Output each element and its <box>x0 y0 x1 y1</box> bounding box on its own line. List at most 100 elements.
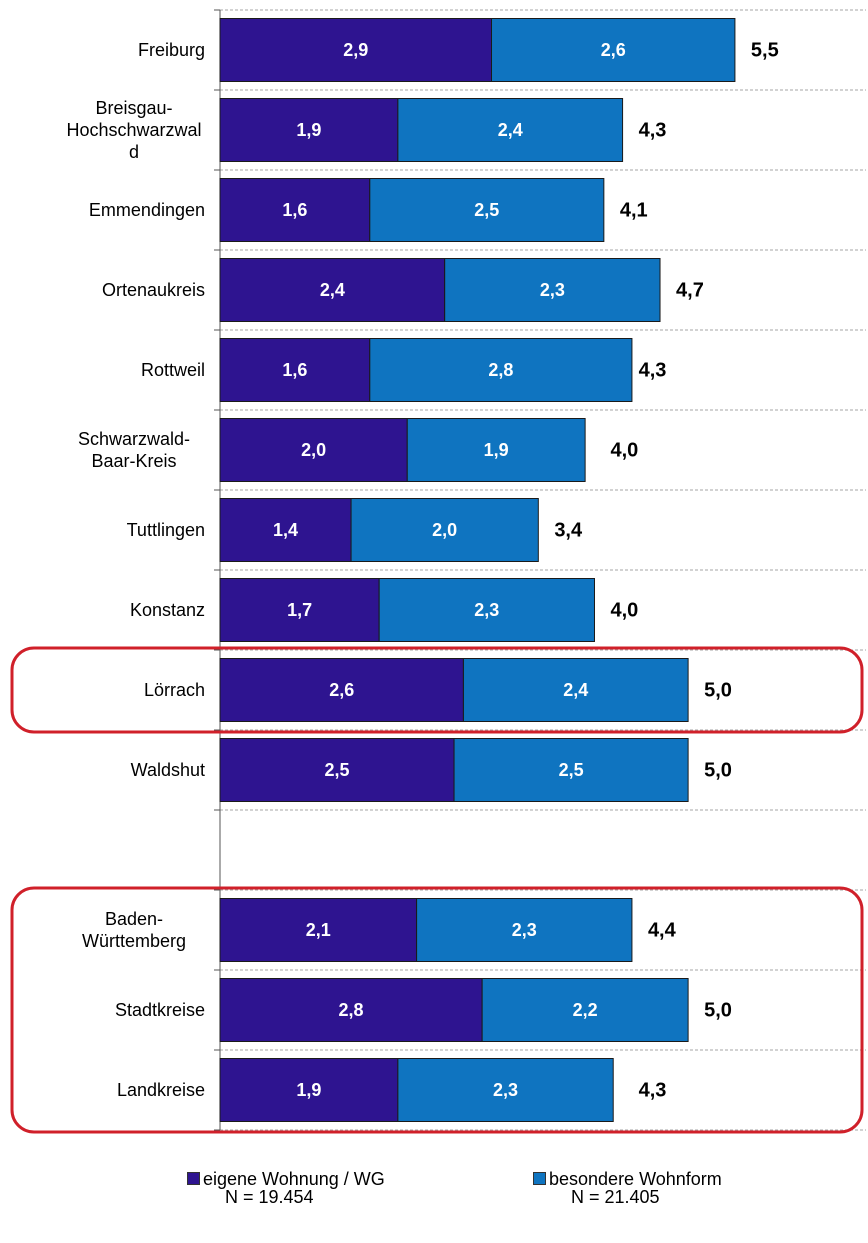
value-label: 2,3 <box>540 280 565 300</box>
value-label: 2,4 <box>320 280 345 300</box>
bar-segment <box>219 18 493 82</box>
total-label: 5,0 <box>704 759 732 781</box>
value-label: 1,6 <box>282 200 307 220</box>
value-label: 1,6 <box>282 360 307 380</box>
y-tick-label-text: Waldshut <box>130 760 205 780</box>
y-tick-label: Freiburg <box>0 10 205 90</box>
y-tick-label: Breisgau-Hochschwarzwald <box>0 90 205 170</box>
y-tick-label: Landkreise <box>0 1050 205 1130</box>
y-tick-label: Konstanz <box>0 570 205 650</box>
bar-segment <box>219 578 380 642</box>
total-label: 4,3 <box>639 119 667 141</box>
bar-segment <box>378 578 595 642</box>
bar-segment <box>219 258 446 322</box>
value-label: 2,5 <box>559 760 584 780</box>
highlight-box <box>10 886 864 1134</box>
y-tick-label: Tuttlingen <box>0 490 205 570</box>
bar-segment <box>219 98 399 162</box>
value-label: 2,5 <box>474 200 499 220</box>
value-label: 1,9 <box>484 440 509 460</box>
y-tick-label-text: Baden-Württemberg <box>81 909 187 951</box>
bar-segment <box>219 498 352 562</box>
legend-note: N = 21.405 <box>571 1187 660 1207</box>
bar-segment <box>219 1058 399 1122</box>
y-tick-label-text: Rottweil <box>140 360 205 380</box>
bar-segment <box>481 978 689 1042</box>
bar-segment <box>350 498 539 562</box>
value-label: 1,9 <box>296 1080 321 1100</box>
y-tick-label-text: Tuttlingen <box>126 520 205 540</box>
value-label: 2,0 <box>432 520 457 540</box>
total-label: 4,3 <box>639 1079 667 1101</box>
value-label: 2,4 <box>498 120 523 140</box>
total-label: 4,0 <box>610 599 638 621</box>
bar-segment <box>444 258 661 322</box>
y-tick-label-text: Breisgau-Hochschwarzwald <box>66 98 202 162</box>
bar-segment <box>219 898 418 962</box>
y-tick-label: Lörrach <box>0 650 205 730</box>
total-label: 4,3 <box>639 359 667 381</box>
value-label: 2,4 <box>563 680 588 700</box>
bar-segment <box>406 418 586 482</box>
value-label: 2,5 <box>325 760 350 780</box>
value-label: 1,4 <box>273 520 298 540</box>
value-label: 2,9 <box>343 40 368 60</box>
total-label: 5,5 <box>751 39 779 61</box>
y-tick-label: Schwarzwald-Baar-Kreis <box>0 410 205 490</box>
y-tick-label-text: Ortenaukreis <box>101 280 205 300</box>
legend-swatch <box>533 1172 546 1185</box>
legend-item: eigene Wohnung / WG N = 19.454 <box>187 1170 385 1206</box>
bar-segment <box>219 738 455 802</box>
bar-segment <box>219 178 371 242</box>
bar-segment <box>462 658 689 722</box>
y-tick-label-text: Emmendingen <box>88 200 205 220</box>
y-tick-label-text: Schwarzwald-Baar-Kreis <box>77 429 191 471</box>
value-label: 2,1 <box>306 920 331 940</box>
legend-label: besondere Wohnform <box>549 1169 722 1189</box>
value-label: 1,7 <box>287 600 312 620</box>
total-label: 4,4 <box>648 919 677 941</box>
value-label: 2,6 <box>329 680 354 700</box>
y-tick-label: Emmendingen <box>0 170 205 250</box>
bar-segment <box>219 338 371 402</box>
y-tick-label-text: Landkreise <box>116 1080 205 1100</box>
bar-segment <box>369 338 633 402</box>
highlight-box <box>10 646 864 734</box>
legend-item: besondere Wohnform N = 21.405 <box>533 1170 722 1206</box>
total-label: 4,1 <box>620 199 648 221</box>
bar-segment <box>369 178 605 242</box>
y-tick-label: Baden-Württemberg <box>0 890 205 970</box>
total-label: 4,0 <box>610 439 638 461</box>
bar-segment <box>219 658 464 722</box>
bar-segment <box>397 98 624 162</box>
y-tick-label-text: Stadtkreise <box>114 1000 205 1020</box>
value-label: 2,8 <box>339 1000 364 1020</box>
y-tick-label-text: Konstanz <box>129 600 205 620</box>
y-tick-label: Rottweil <box>0 330 205 410</box>
value-label: 2,6 <box>601 40 626 60</box>
total-label: 3,4 <box>554 519 583 541</box>
total-label: 5,0 <box>704 679 732 701</box>
value-label: 2,3 <box>474 600 499 620</box>
value-label: 1,9 <box>296 120 321 140</box>
value-label: 2,3 <box>493 1080 518 1100</box>
y-tick-label-text: Freiburg <box>137 40 205 60</box>
y-tick-label: Waldshut <box>0 730 205 810</box>
bar-segment <box>491 18 736 82</box>
legend-note: N = 19.454 <box>225 1187 314 1207</box>
bar-segment <box>219 978 483 1042</box>
value-label: 2,8 <box>488 360 513 380</box>
bar-segment <box>416 898 633 962</box>
bar-segment <box>397 1058 614 1122</box>
total-label: 5,0 <box>704 999 732 1021</box>
value-label: 2,3 <box>512 920 537 940</box>
y-tick-label: Ortenaukreis <box>0 250 205 330</box>
legend-swatch <box>187 1172 200 1185</box>
value-label: 2,0 <box>301 440 326 460</box>
y-tick-label-text: Lörrach <box>143 680 205 700</box>
legend-label: eigene Wohnung / WG <box>203 1169 385 1189</box>
bar-segment <box>453 738 689 802</box>
total-label: 4,7 <box>676 279 704 301</box>
